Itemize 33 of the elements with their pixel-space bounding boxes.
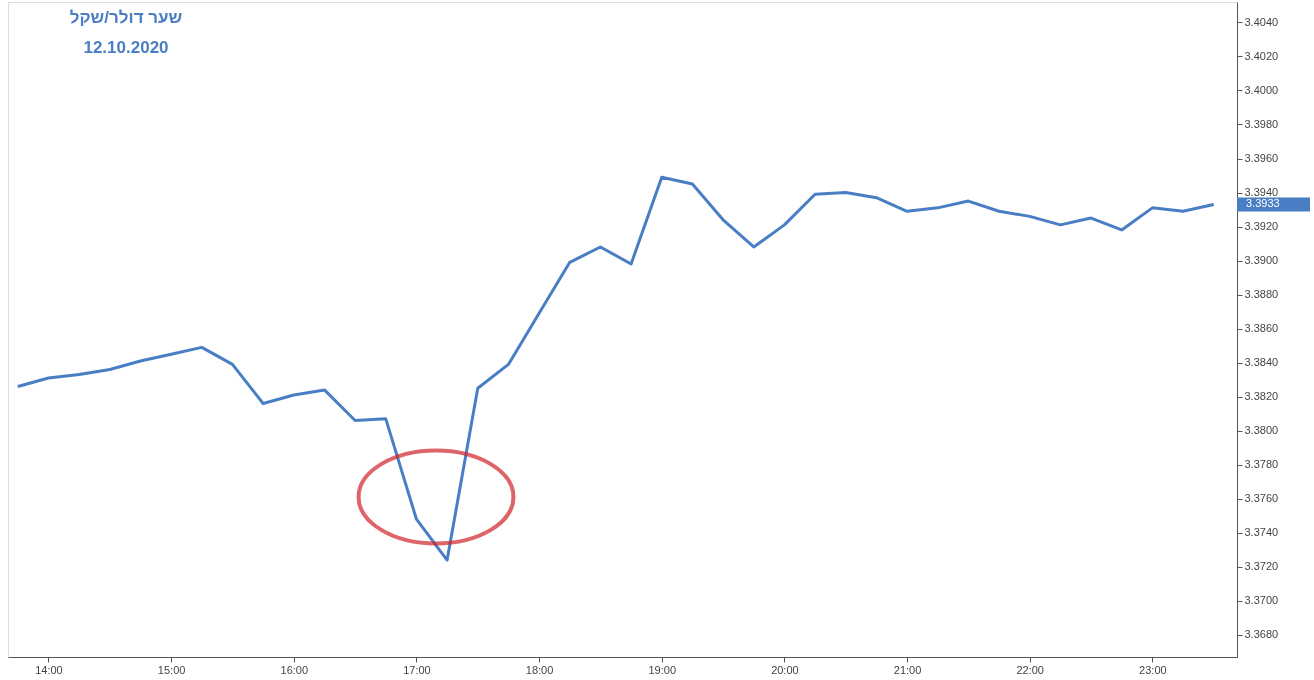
text: 3.3933 (1246, 197, 1280, 210)
y-tick-label: 3.3700 (1244, 594, 1279, 607)
y-tick-label: 3.3760 (1244, 492, 1279, 505)
y-tick-label: 3.4040 (1244, 15, 1279, 28)
y-tick-label: 3.3940 (1244, 186, 1279, 199)
x-tick-label: 16:00 (280, 663, 309, 676)
chart-title: שער דולר/שקל (69, 8, 183, 27)
y-tick-label: 3.3840 (1244, 356, 1279, 369)
y-tick-label: 3.3680 (1244, 628, 1279, 641)
y-tick-label: 3.3740 (1244, 526, 1279, 539)
x-tick-label: 19:00 (648, 663, 677, 676)
y-tick-label: 3.3920 (1244, 220, 1279, 233)
x-tick-label: 17:00 (403, 663, 431, 676)
x-tick-label: 23:00 (1139, 663, 1167, 676)
x-tick-label: 14:00 (35, 663, 63, 676)
y-tick-label: 3.3780 (1244, 458, 1279, 471)
y-tick-label: 3.4000 (1244, 83, 1279, 96)
line-series (16, 175, 1216, 562)
x-tick-label: 21:00 (893, 663, 922, 676)
y-tick-label: 3.4020 (1244, 49, 1279, 62)
y-tick-label: 3.3900 (1244, 254, 1279, 267)
x-tick-label: 15:00 (157, 663, 186, 676)
x-tick-label: 22:00 (1016, 663, 1044, 676)
x-tick-label: 18:00 (525, 663, 554, 676)
y-tick-label: 3.3980 (1244, 117, 1279, 130)
y-tick-label: 3.3800 (1244, 424, 1279, 437)
y-tick-label: 3.3820 (1244, 390, 1279, 403)
y-tick-label: 3.3860 (1244, 322, 1279, 335)
text: 12.10.2020 (83, 38, 169, 57)
y-tick-label: 3.3880 (1244, 288, 1279, 301)
x-tick-label: 20:00 (771, 663, 799, 676)
y-tick-label: 3.3960 (1244, 152, 1279, 165)
y-tick-label: 3.3720 (1244, 560, 1279, 573)
